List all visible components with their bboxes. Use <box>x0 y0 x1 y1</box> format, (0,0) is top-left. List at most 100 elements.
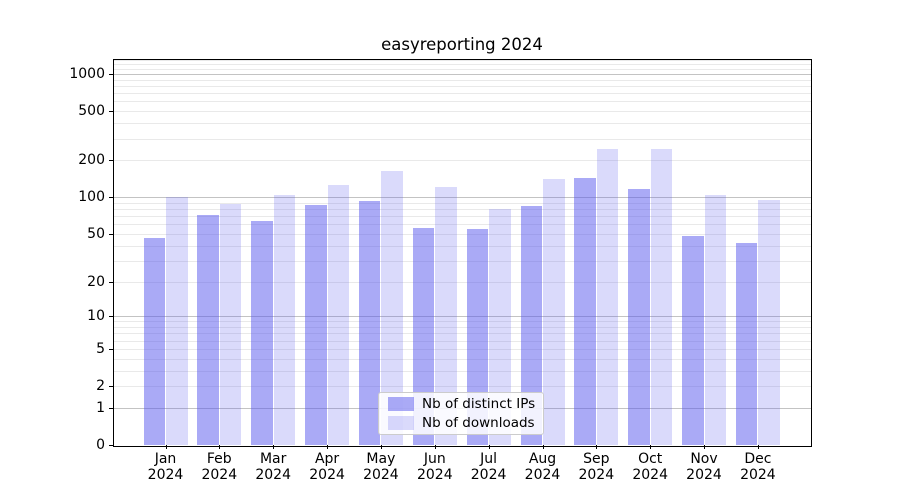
x-tick-label: Feb 2024 <box>201 451 238 483</box>
y-tick-mark <box>109 386 113 387</box>
y-tick-mark <box>109 197 113 199</box>
bar-distinct-ips-mar <box>251 220 273 445</box>
minor-gridline <box>113 59 811 61</box>
y-tick-mark <box>109 281 113 283</box>
bar-distinct-ips-dec <box>735 243 758 445</box>
major-gridline <box>113 316 811 318</box>
legend-item-distinct-ips: Nb of distinct IPs <box>379 396 543 412</box>
legend-label-distinct-ips: Nb of distinct IPs <box>422 396 536 413</box>
y-tick-mark <box>109 160 113 162</box>
y-tick-label: 500 <box>78 103 105 120</box>
minor-gridline <box>113 93 811 95</box>
bar-distinct-ips-aug <box>520 205 542 445</box>
minor-gridline <box>113 216 811 218</box>
y-tick-label: 200 <box>78 152 105 169</box>
y-tick-label: 50 <box>87 225 105 242</box>
bar-downloads-may <box>381 171 403 445</box>
bar-downloads-sep <box>596 149 619 445</box>
minor-gridline <box>113 64 811 66</box>
minor-gridline <box>113 340 811 342</box>
x-tick-label: Dec 2024 <box>740 451 776 483</box>
legend-swatch-downloads <box>388 415 414 430</box>
x-tick-label: Apr 2024 <box>309 451 345 483</box>
minor-gridline <box>113 111 811 113</box>
minor-gridline <box>113 370 811 372</box>
y-tick-mark <box>109 407 113 409</box>
y-tick-mark <box>109 233 113 235</box>
x-tick-label: Oct 2024 <box>632 451 668 483</box>
y-tick-label: 20 <box>87 273 105 290</box>
bar-downloads-feb <box>219 203 242 445</box>
minor-gridline <box>113 233 811 235</box>
bar-distinct-ips-oct <box>628 189 650 445</box>
x-tick-mark <box>219 445 221 449</box>
x-tick-mark <box>542 445 544 449</box>
bar-distinct-ips-may <box>358 201 381 445</box>
y-tick-label: 10 <box>87 308 105 325</box>
minor-gridline <box>113 202 811 204</box>
chart-title: easyreporting 2024 <box>381 35 543 54</box>
bar-distinct-ips-nov <box>682 236 704 445</box>
minor-gridline <box>113 160 811 162</box>
bar-downloads-dec <box>758 200 780 445</box>
bar-downloads-aug <box>543 179 565 445</box>
legend-item-downloads: Nb of downloads <box>379 415 543 431</box>
major-gridline <box>113 197 811 199</box>
x-tick-mark <box>434 445 436 449</box>
bar-distinct-ips-sep <box>574 177 596 445</box>
minor-gridline <box>113 138 811 140</box>
minor-gridline <box>113 348 811 350</box>
minor-gridline <box>113 85 811 87</box>
minor-gridline <box>113 333 811 335</box>
y-tick-label: 5 <box>96 340 105 357</box>
minor-gridline <box>113 79 811 81</box>
minor-gridline <box>113 224 811 226</box>
legend-label-downloads: Nb of downloads <box>422 414 535 431</box>
bar-downloads-jun <box>435 186 457 445</box>
x-tick-label: Jan 2024 <box>147 451 184 483</box>
y-tick-label: 100 <box>78 189 105 206</box>
minor-gridline <box>113 101 811 103</box>
x-tick-mark <box>273 445 275 449</box>
bar-downloads-apr <box>327 185 350 445</box>
minor-gridline <box>113 386 811 387</box>
legend: Nb of distinct IPs Nb of downloads <box>378 392 544 435</box>
y-tick-label: 1 <box>96 399 105 416</box>
x-tick-mark <box>757 445 759 449</box>
bar-downloads-nov <box>704 194 726 445</box>
x-tick-label: Aug 2024 <box>524 451 561 483</box>
x-tick-label: Jun 2024 <box>416 451 453 483</box>
x-tick-mark <box>488 445 490 449</box>
bar-downloads-jan <box>166 197 188 445</box>
y-tick-mark <box>109 73 113 75</box>
y-tick-mark <box>109 111 113 113</box>
bar-downloads-oct <box>650 149 673 445</box>
x-tick-mark <box>596 445 598 449</box>
legend-swatch-distinct-ips <box>388 397 414 412</box>
major-gridline <box>113 73 811 75</box>
x-tick-mark <box>650 445 652 449</box>
x-tick-mark <box>380 445 382 449</box>
minor-gridline <box>113 358 811 360</box>
y-tick-label: 0 <box>96 437 105 453</box>
y-tick-label: 1000 <box>69 65 105 82</box>
minor-gridline <box>113 321 811 323</box>
x-tick-label: Mar 2024 <box>255 451 291 483</box>
x-tick-mark <box>704 445 705 449</box>
x-tick-mark <box>165 445 167 449</box>
x-tick-label: Nov 2024 <box>686 451 722 483</box>
minor-gridline <box>113 260 811 262</box>
bar-distinct-ips-jul <box>466 228 489 445</box>
bar-downloads-jul <box>489 209 511 445</box>
minor-gridline <box>113 327 811 328</box>
y-tick-mark <box>109 316 113 318</box>
y-tick-mark <box>109 348 113 350</box>
x-tick-label: Sep 2024 <box>578 451 615 483</box>
x-tick-label: May 2024 <box>363 451 399 483</box>
bar-distinct-ips-jan <box>143 238 165 445</box>
bar-distinct-ips-jun <box>412 227 435 445</box>
y-tick-label: 2 <box>96 378 105 394</box>
minor-gridline <box>113 245 811 247</box>
minor-gridline <box>113 281 811 283</box>
